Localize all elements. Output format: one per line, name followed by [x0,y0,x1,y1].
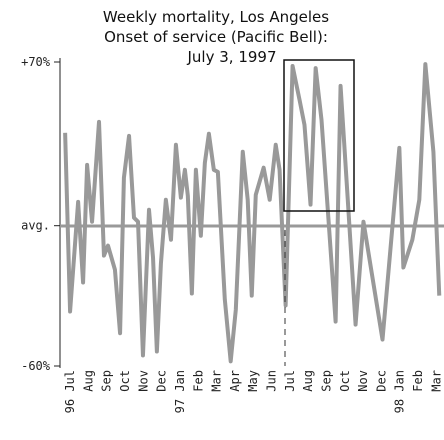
x-tick-label: Oct [118,370,132,392]
x-tick-label: Nov [356,370,370,392]
y-tick-label: -60% [21,359,51,373]
x-tick-label: Apr [228,370,242,392]
y-tick-label: +70% [21,55,51,69]
chart-title: Onset of service (Pacific Bell): [104,28,328,46]
x-tick-label: Feb [411,370,425,392]
y-tick-label: avg. [21,219,50,233]
data-line [63,62,442,364]
highlight-box [283,59,355,212]
x-tick-label: Aug [301,370,315,392]
x-tick-label: Dec [155,370,169,392]
x-tick-label: Dec [374,370,388,392]
x-tick-label: Mar [210,370,224,392]
x-tick-label: Feb [191,370,205,392]
x-tick-label: Jun [265,370,279,392]
x-tick-label: Aug [81,370,95,392]
x-tick-label: 98 Jan [393,370,407,413]
x-tick-label: 97 Jan [173,370,187,413]
chart-title: July 3, 1997 [187,48,277,66]
x-tick-label: May [246,370,260,392]
chart-title: Weekly mortality, Los Angeles [103,8,329,26]
x-tick-label: Sep [100,370,114,392]
x-tick-label: Jul [283,370,297,392]
x-tick-label: Oct [338,370,352,392]
x-tick-label: Nov [136,370,150,392]
x-tick-label: Sep [319,370,333,392]
x-tick-label: Mar [429,370,443,392]
x-tick-label: 96 Jul [63,370,77,413]
